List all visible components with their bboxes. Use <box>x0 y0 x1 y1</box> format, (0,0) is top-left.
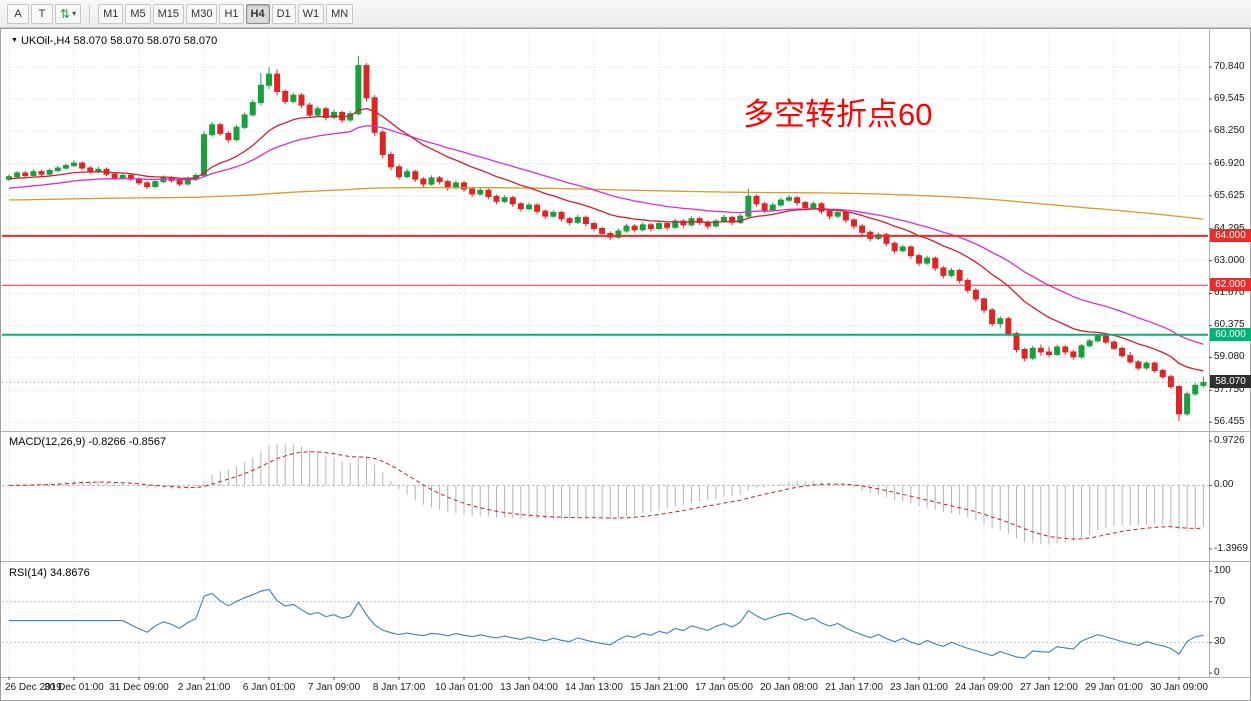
price-axis-label: 60.375 <box>1214 319 1245 331</box>
chart-title: ▼ UKOil-,H4 58.070 58.070 58.070 58.070 <box>11 35 217 47</box>
price-axis-label: 61.670 <box>1214 287 1245 299</box>
rsi-axis-label: 30 <box>1214 636 1226 648</box>
price-tag-level: 60.000 <box>1210 327 1251 341</box>
time-axis-label: 30 Dec 01:00 <box>44 682 104 693</box>
price-tag-current: 58.070 <box>1210 375 1251 389</box>
time-axis-label: 27 Jan 12:00 <box>1020 682 1078 693</box>
price-tag-level: 64.000 <box>1210 228 1251 242</box>
timeframe-button-m30[interactable]: M30 <box>186 3 218 24</box>
timeframe-button-w1[interactable]: W1 <box>297 3 325 24</box>
time-axis-label: 10 Jan 01:00 <box>435 682 493 693</box>
time-axis-label: 26 Dec 2019 <box>5 682 62 693</box>
time-axis-label: 17 Jan 05:00 <box>695 682 753 693</box>
time-axis-label: 29 Jan 01:00 <box>1085 682 1143 693</box>
ma-layer <box>8 107 1204 372</box>
timeframe-button-mn[interactable]: MN <box>326 3 354 24</box>
timeframe-group: M1 M5 M15 M30 H1 H4 D1 W1 MN <box>98 3 354 24</box>
price-axis-label: 63.000 <box>1214 254 1245 266</box>
macd-axis-label: -1.3969 <box>1214 543 1248 554</box>
chart-area[interactable]: ▼ UKOil-,H4 58.070 58.070 58.070 58.070 多… <box>0 28 1251 701</box>
rsi-axis-label: 0 <box>1214 667 1220 678</box>
rsi-indicator-label: RSI(14) 34.8676 <box>9 567 90 579</box>
rsi-axis-label: 100 <box>1214 565 1231 576</box>
time-axis-label: 14 Jan 13:00 <box>565 682 623 693</box>
symbol-timeframe-label: UKOil-,H4 <box>20 35 71 47</box>
price-axis-label: 66.920 <box>1214 157 1245 169</box>
up-down-arrows-icon: ⇅ <box>60 6 71 21</box>
chart-canvas <box>1 29 1251 680</box>
timeframe-button-m15[interactable]: M15 <box>152 3 185 24</box>
macd-axis-label: 0.9726 <box>1214 435 1245 447</box>
time-axis-label: 30 Jan 09:00 <box>1150 682 1208 693</box>
price-axis-label: 59.080 <box>1214 351 1245 363</box>
time-axis-label: 2 Jan 21:00 <box>177 682 231 693</box>
timeframe-button-m5[interactable]: M5 <box>125 3 151 24</box>
time-axis-label: 24 Jan 09:00 <box>955 682 1013 693</box>
price-axis-label: 65.625 <box>1214 189 1245 201</box>
price-axis-label: 57.750 <box>1214 384 1245 396</box>
price-axis-label: 64.295 <box>1214 223 1245 234</box>
chart-annotation-text: 多空转折点60 <box>743 97 933 132</box>
price-tag-level: 62.000 <box>1210 278 1251 292</box>
time-axis-label: 13 Jan 04:00 <box>500 682 558 693</box>
levels-layer <box>2 234 1208 383</box>
symbol-dropdown-icon: ▼ <box>11 37 18 44</box>
macd-indicator-label: MACD(12,26,9) -0.8266 -0.8567 <box>9 436 167 448</box>
frame-layer <box>1 29 1251 680</box>
price-axis-label: 69.545 <box>1214 93 1245 105</box>
ohlc-values: 58.070 58.070 58.070 58.070 <box>73 35 218 47</box>
time-axis-label: 15 Jan 21:00 <box>630 682 688 693</box>
toolbar-button-a[interactable]: A <box>7 3 29 24</box>
macd-layer <box>8 443 1204 545</box>
timeframe-button-h1[interactable]: H1 <box>219 3 244 24</box>
time-axis-label: 21 Jan 17:00 <box>825 682 883 693</box>
toolbar: A T ⇅ ▾ M1 M5 M15 M30 H1 H4 D1 W1 MN <box>0 0 1251 28</box>
candles-layer <box>6 55 1207 422</box>
rsi-layer <box>9 588 1204 659</box>
time-axis-label: 31 Dec 09:00 <box>109 682 169 693</box>
timeframe-button-d1[interactable]: D1 <box>271 3 296 24</box>
time-axis-label: 6 Jan 01:00 <box>242 682 296 693</box>
caret-down-icon: ▾ <box>72 9 77 18</box>
time-axis-label: 8 Jan 17:00 <box>372 682 426 693</box>
toolbar-button-t[interactable]: T <box>31 3 53 24</box>
macd-axis-label: 0.00 <box>1214 479 1234 491</box>
price-axis-label: 68.250 <box>1214 125 1245 136</box>
arrows-dropdown-button[interactable]: ⇅ ▾ <box>55 3 82 24</box>
time-axis-label: 23 Jan 01:00 <box>890 682 948 693</box>
toolbar-separator <box>89 4 91 23</box>
timeframe-button-h4[interactable]: H4 <box>245 3 270 24</box>
time-axis-label: 7 Jan 09:00 <box>307 682 361 693</box>
price-axis-label: 70.840 <box>1214 61 1245 73</box>
rsi-axis-label: 70 <box>1214 595 1226 607</box>
price-axis-label: 56.455 <box>1214 416 1245 428</box>
time-axis-label: 20 Jan 08:00 <box>760 682 818 693</box>
timeframe-button-m1[interactable]: M1 <box>98 3 124 24</box>
